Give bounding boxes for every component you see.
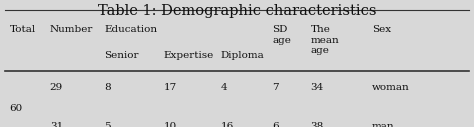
Text: Total: Total	[9, 25, 36, 34]
Text: 60: 60	[9, 104, 23, 113]
Text: 29: 29	[50, 83, 63, 92]
Text: 31: 31	[50, 122, 63, 127]
Text: 17: 17	[164, 83, 177, 92]
Text: Number: Number	[50, 25, 93, 34]
Text: 16: 16	[220, 122, 234, 127]
Text: 6: 6	[273, 122, 279, 127]
Text: Diploma: Diploma	[220, 51, 264, 60]
Text: 4: 4	[220, 83, 227, 92]
Text: man: man	[372, 122, 395, 127]
Text: 7: 7	[273, 83, 279, 92]
Text: The
mean
age: The mean age	[310, 25, 339, 55]
Text: 5: 5	[104, 122, 111, 127]
Text: 34: 34	[310, 83, 324, 92]
Text: woman: woman	[372, 83, 410, 92]
Text: Education: Education	[104, 25, 157, 34]
Text: 10: 10	[164, 122, 177, 127]
Text: SD
age: SD age	[273, 25, 292, 45]
Text: Table 1: Demographic characteristics: Table 1: Demographic characteristics	[98, 4, 376, 18]
Text: 38: 38	[310, 122, 324, 127]
Text: Sex: Sex	[372, 25, 391, 34]
Text: Expertise: Expertise	[164, 51, 214, 60]
Text: Senior: Senior	[104, 51, 139, 60]
Text: 8: 8	[104, 83, 111, 92]
